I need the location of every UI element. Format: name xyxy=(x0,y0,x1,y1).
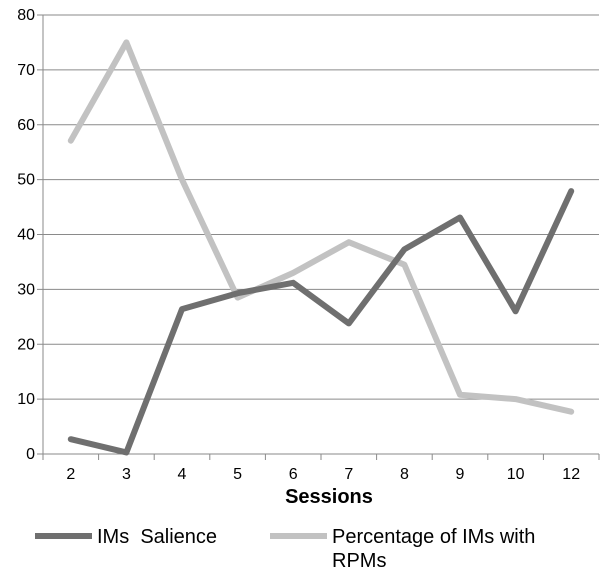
y-tick-label: 60 xyxy=(17,117,35,134)
x-tick-label: 5 xyxy=(233,466,242,483)
y-tick-label: 30 xyxy=(17,281,35,298)
gridlines xyxy=(37,14,600,460)
y-tick-label: 50 xyxy=(17,172,35,189)
y-tick-label: 80 xyxy=(17,7,35,24)
y-tick-label: 40 xyxy=(17,227,35,244)
x-tick-label: 8 xyxy=(400,466,409,483)
y-axis-tick-labels: 0 10 20 30 40 50 60 70 80 xyxy=(17,7,35,463)
data-series xyxy=(67,39,575,456)
x-axis-title: Sessions xyxy=(285,486,373,508)
y-tick-label: 0 xyxy=(26,446,35,463)
x-tick-label: 4 xyxy=(178,466,187,483)
x-tick-label: 6 xyxy=(289,466,298,483)
x-tick-label: 12 xyxy=(562,466,580,483)
y-tick-label: 20 xyxy=(17,336,35,353)
legend-label-ims-salience: IMs Salience xyxy=(97,526,217,548)
legend: IMs Salience Percentage of IMs with RPMs xyxy=(35,526,541,572)
y-tick-label: 70 xyxy=(17,62,35,79)
series-line-0 xyxy=(67,188,575,456)
x-tick-label: 7 xyxy=(344,466,353,483)
y-tick-label: 10 xyxy=(17,391,35,408)
legend-label-percentage-rpms: Percentage of IMs with RPMs xyxy=(332,526,541,572)
x-tick-label: 2 xyxy=(66,466,75,483)
x-tick-label: 10 xyxy=(507,466,525,483)
x-axis-tick-labels: 2 3 4 5 6 7 8 9 10 12 xyxy=(66,466,580,483)
x-tick-label: 9 xyxy=(456,466,465,483)
x-tick-label: 3 xyxy=(122,466,131,483)
series-line-1 xyxy=(67,39,575,415)
